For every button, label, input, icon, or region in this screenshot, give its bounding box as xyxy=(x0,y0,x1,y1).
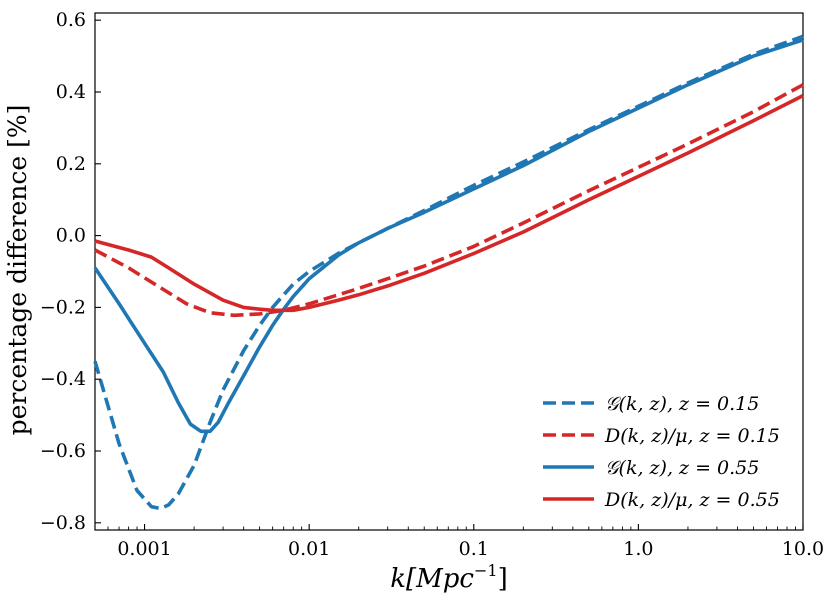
y-axis: 0.6 0.4 0.2 0.0 −0.2 −0.4 −0.6 −0.8 xyxy=(40,9,101,534)
y-axis-label: percentage difference [%] xyxy=(3,105,32,436)
x-axis-label-main: k[Mpc xyxy=(390,564,474,594)
series-line-4 xyxy=(94,93,804,313)
y-tick-label: −0.4 xyxy=(40,368,86,390)
y-tick-label: 0.4 xyxy=(56,81,86,103)
legend-label-4: D(k, z)/μ, z = 0.55 xyxy=(604,489,780,511)
series-line-1 xyxy=(93,34,804,511)
plot-area: 0.001 0.01 0.1 1.0 10.0 0.6 0.4 0.2 0.0 −0.2 −0.4… xyxy=(40,9,824,560)
series-layer xyxy=(93,34,804,511)
x-axis-label-close: ] xyxy=(498,564,508,594)
y-tick-label: 0.2 xyxy=(56,153,86,175)
y-tick-label: −0.2 xyxy=(40,296,86,318)
x-tick-label: 0.01 xyxy=(288,538,330,560)
y-tick-label: −0.8 xyxy=(40,512,86,534)
x-tick-label: 0.1 xyxy=(459,538,489,560)
x-axis-label: k[Mpc−1] xyxy=(390,561,507,594)
series-line-2 xyxy=(94,83,804,318)
x-tick-label: 10.0 xyxy=(782,538,824,560)
series-line-3 xyxy=(93,38,804,434)
plot-frame xyxy=(94,12,804,531)
y-tick-label: 0.6 xyxy=(56,9,86,31)
x-axis: 0.001 0.01 0.1 1.0 10.0 xyxy=(94,524,824,560)
y-tick-label: −0.6 xyxy=(40,440,86,462)
x-tick-label: 1.0 xyxy=(623,538,653,560)
x-axis-label-exponent: −1 xyxy=(474,561,498,580)
legend-label-3: 𝒢(k, z), z = 0.55 xyxy=(605,457,759,479)
x-tick-label: 0.001 xyxy=(117,538,171,560)
legend-label-2: D(k, z)/μ, z = 0.15 xyxy=(604,425,780,447)
legend: 𝒢(k, z), z = 0.15 D(k, z)/μ, z = 0.15 𝒢(k,… xyxy=(543,393,780,511)
legend-label-1: 𝒢(k, z), z = 0.15 xyxy=(605,393,759,415)
y-tick-label: 0.0 xyxy=(56,225,86,247)
